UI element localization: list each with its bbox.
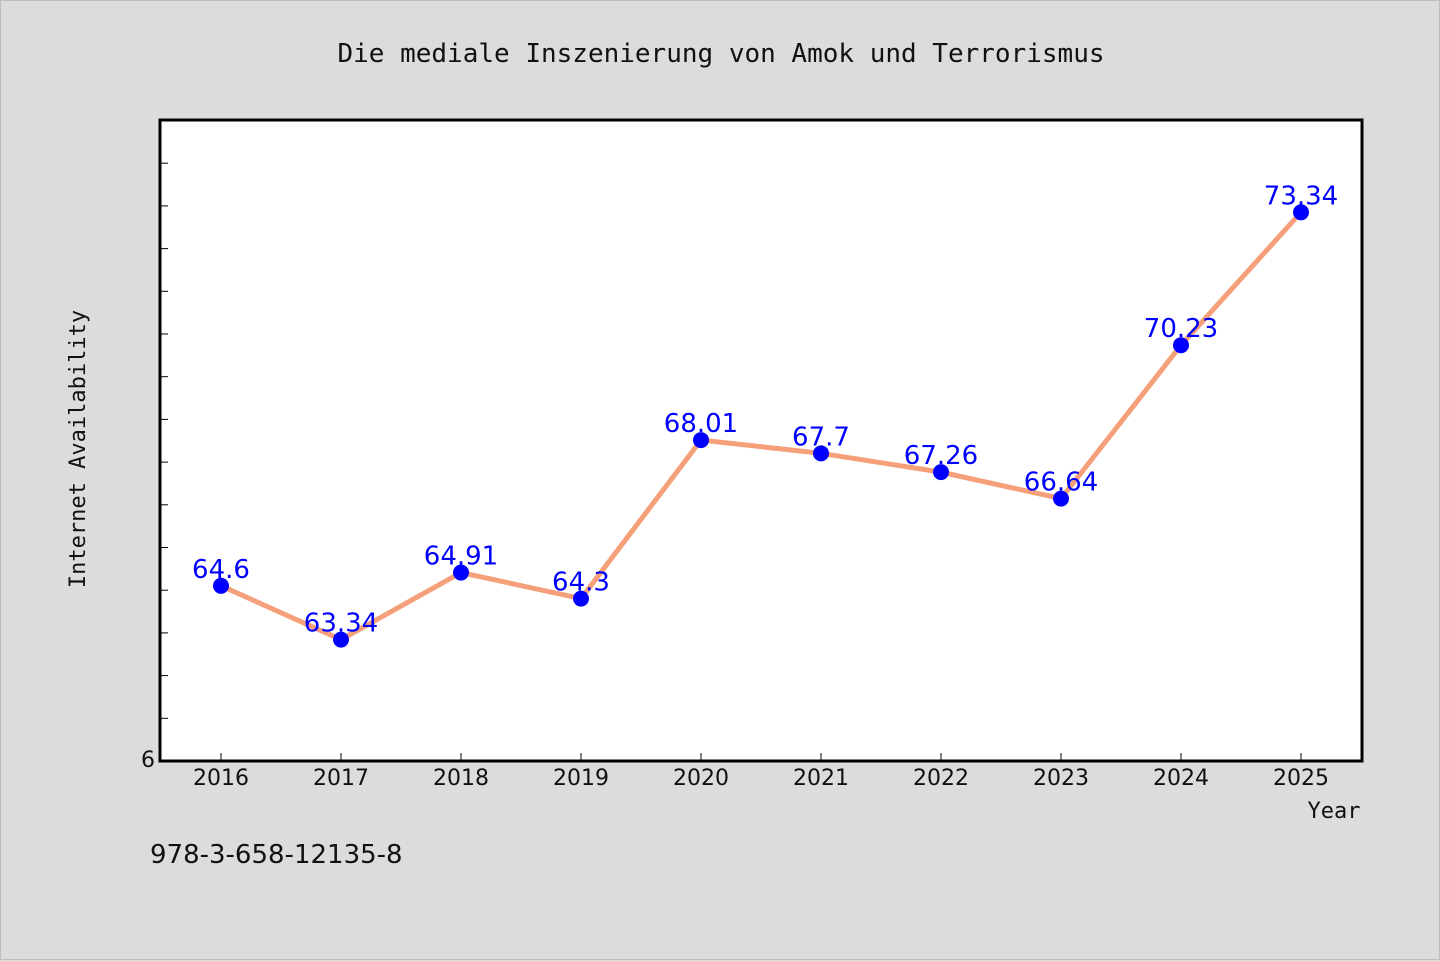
y-axis-label: Internet Availability	[66, 310, 91, 588]
x-axis-ticks	[220, 753, 1302, 761]
data-point	[1293, 204, 1309, 221]
data-point	[933, 464, 949, 481]
data-point	[213, 577, 229, 594]
x-tick-label: 2017	[313, 766, 369, 791]
x-tick-label: 2018	[433, 766, 489, 791]
data-label: 64.91	[424, 542, 498, 572]
data-point	[693, 432, 709, 449]
data-label: 70.23	[1144, 314, 1218, 344]
x-tick-label: 2025	[1273, 766, 1329, 791]
data-point	[333, 631, 349, 648]
data-point	[453, 564, 469, 581]
data-point	[1053, 490, 1069, 507]
x-axis-label: Year	[1308, 799, 1361, 824]
x-tick-labels: 2016 2017 2018 2019 2020 2021 2022 2023 2024 2025	[193, 766, 1329, 791]
data-point	[1173, 337, 1189, 354]
series-line	[219, 210, 1303, 643]
x-tick-label: 2024	[1153, 766, 1209, 791]
y-tick-label: 6	[141, 748, 155, 773]
x-tick-label: 2020	[673, 766, 729, 791]
data-label: 67.26	[904, 441, 978, 471]
x-tick-label: 2021	[793, 766, 849, 791]
data-point	[813, 445, 829, 462]
data-point	[573, 590, 589, 607]
data-label: 67.7	[792, 422, 850, 452]
x-tick-label: 2023	[1033, 766, 1089, 791]
data-labels: 64.6 63.34 64.91 64.3 68.01 67.7 67.26 66.64 70.…	[192, 181, 1338, 638]
data-label: 64.6	[192, 555, 250, 585]
isbn-footer: 978-3-658-12135-8	[150, 840, 403, 870]
data-label: 66.64	[1024, 468, 1098, 498]
y-axis-ticks	[160, 162, 168, 762]
x-tick-label: 2016	[193, 766, 249, 791]
data-markers	[213, 204, 1309, 648]
plot-area	[158, 118, 1364, 763]
data-label: 73.34	[1264, 181, 1338, 211]
data-label: 68.01	[664, 409, 738, 439]
chart-title: Die mediale Inszenierung von Amok und Te…	[337, 39, 1104, 69]
x-tick-label: 2022	[913, 766, 969, 791]
x-tick-label: 2019	[553, 766, 609, 791]
data-label: 63.34	[304, 609, 378, 639]
data-label: 64.3	[552, 568, 610, 598]
